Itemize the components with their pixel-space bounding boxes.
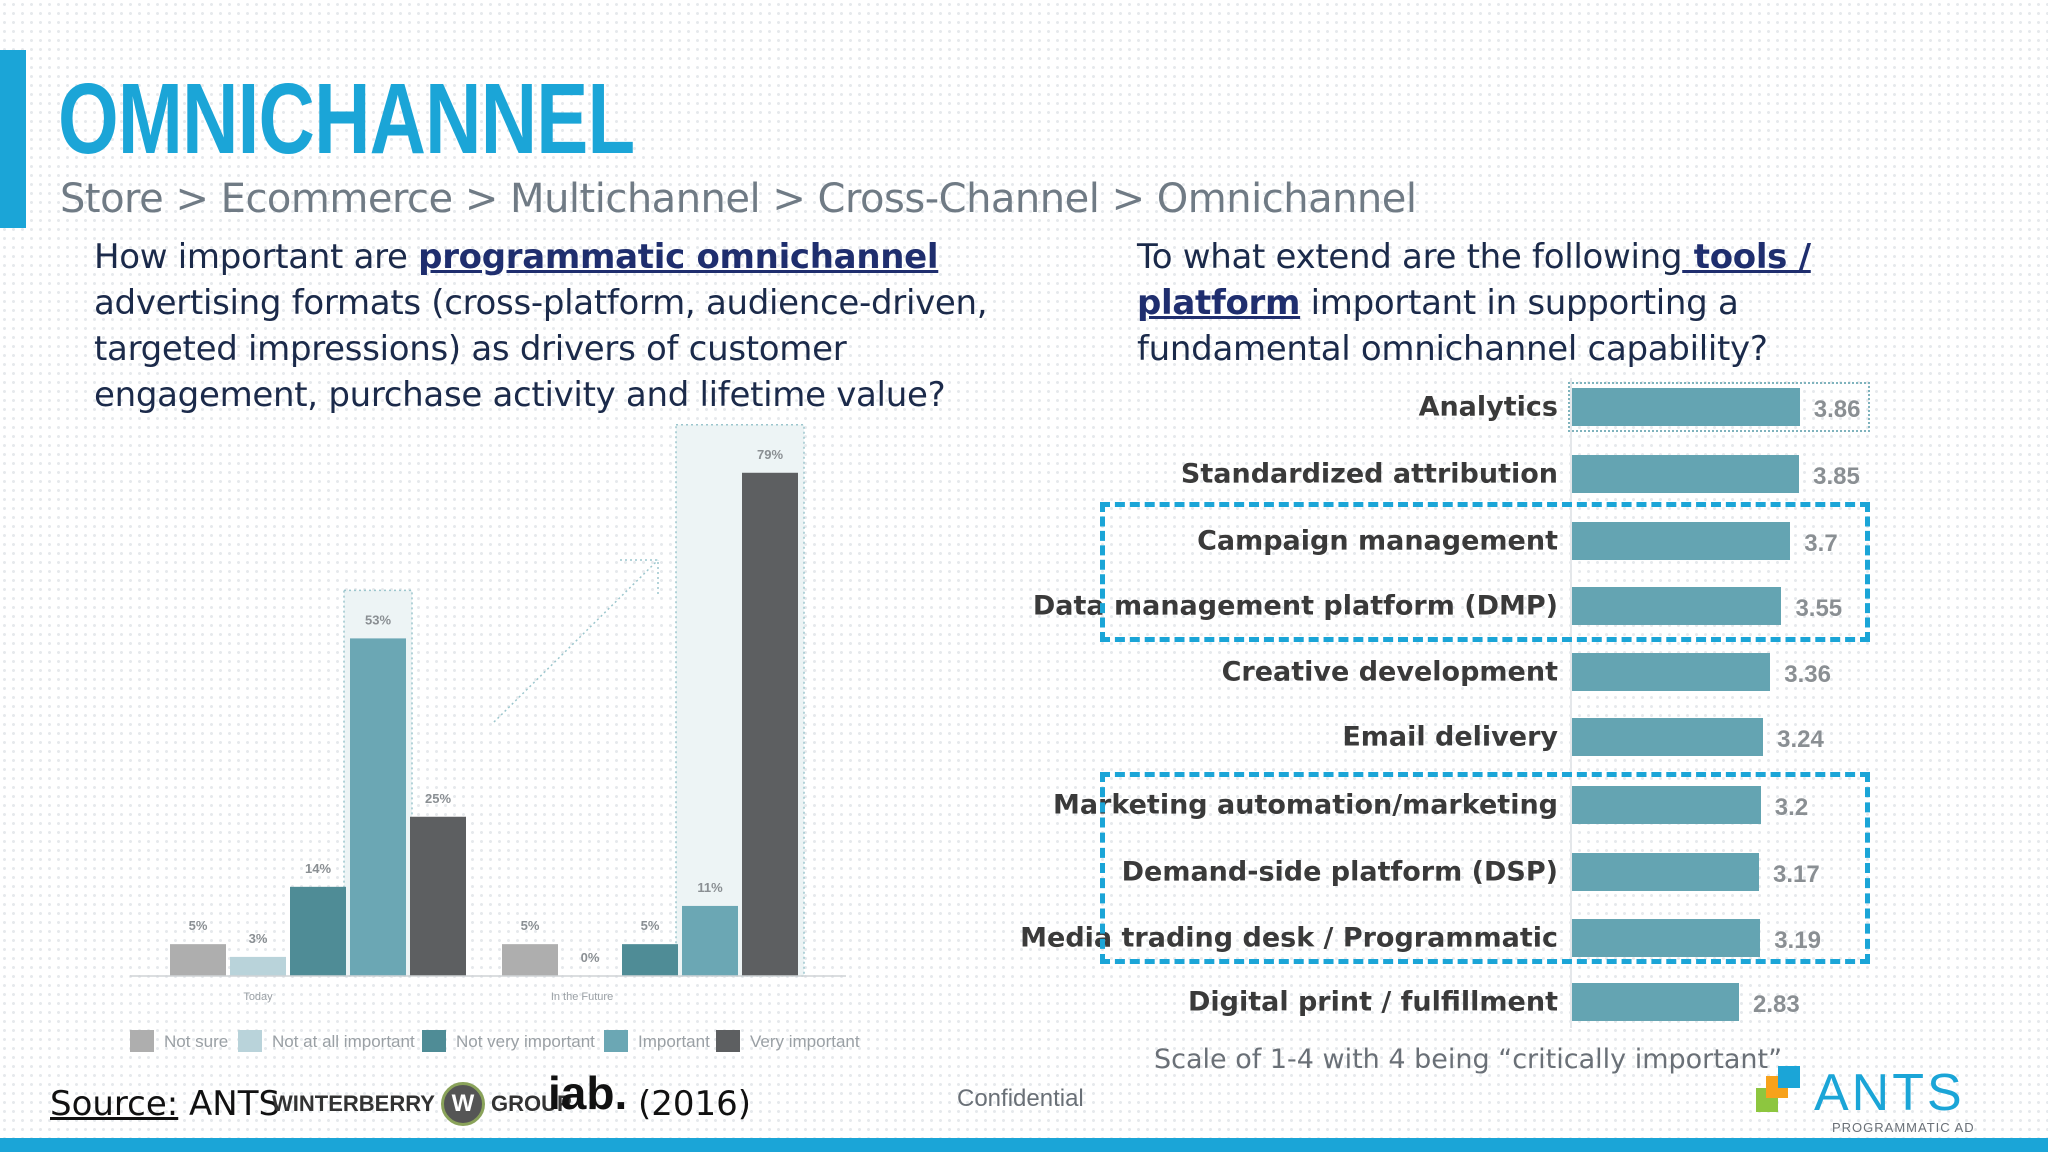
category-label: Standardized attribution <box>1180 458 1558 490</box>
bar-not-very-important <box>290 886 346 976</box>
category-label: Marketing automation/marketing <box>1052 789 1558 821</box>
bar-data-label: 11% <box>697 880 723 895</box>
tool-bar <box>1572 587 1782 625</box>
category-label: Media trading desk / Programmatic <box>1020 922 1558 954</box>
bar-not-sure <box>170 944 226 976</box>
tool-bar <box>1572 919 1761 957</box>
right-question-post: important in supporting a fundamental om… <box>1137 283 1768 369</box>
legend-swatch <box>238 1030 262 1052</box>
bar-data-label: 5% <box>521 918 540 933</box>
bar-value-label: 3.7 <box>1804 530 1838 557</box>
ants-logo-word: ANTS <box>1814 1064 1965 1122</box>
ants-logo-tagline: PROGRAMMATIC AD <box>1832 1120 1975 1135</box>
tool-bar <box>1572 786 1761 824</box>
tool-bar <box>1572 718 1764 756</box>
bar-not-at-all-important <box>230 956 286 976</box>
bar-value-label: 3.36 <box>1784 661 1831 688</box>
category-label: Analytics <box>1418 391 1558 423</box>
bar-not-sure <box>502 944 558 976</box>
legend-swatch <box>422 1030 446 1052</box>
bar-important <box>682 905 738 976</box>
right-question-emphasis: tools / platform <box>1137 237 1811 323</box>
bar-not-very-important <box>622 944 678 976</box>
bar-data-label: 0% <box>581 950 600 965</box>
category-label: Demand-side platform (DSP) <box>1121 856 1558 888</box>
legend-swatch <box>130 1030 154 1052</box>
right-question-pre: To what extend are the following <box>1137 237 1683 277</box>
group-text: GROUP <box>490 1091 572 1116</box>
category-label: Digital print / fulfillment <box>1187 986 1558 1018</box>
bar-value-label: 3.2 <box>1774 794 1809 821</box>
bar-value-label: 2.83 <box>1752 991 1800 1018</box>
category-label: Campaign management <box>1197 525 1558 557</box>
source-year: (2016) <box>638 1084 752 1124</box>
legend-label: Not at all important <box>272 1032 415 1051</box>
tool-bar <box>1572 653 1771 691</box>
analytics-highlight-box <box>1568 382 1870 432</box>
scale-note: Scale of 1-4 with 4 being “critically im… <box>1154 1044 1783 1075</box>
ants-logo: ANTS PROGRAMMATIC AD <box>1756 1064 1975 1135</box>
source-name: ANTS <box>178 1084 281 1124</box>
bar-very-important <box>742 472 798 976</box>
bar-value-label: 3.17 <box>1773 861 1820 888</box>
bar-data-label: 25% <box>425 791 451 806</box>
y-axis-line <box>1570 378 1572 1028</box>
tool-bar <box>1572 983 1739 1021</box>
x-tick-label: In the Future <box>551 991 613 1003</box>
trend-arrow-head <box>620 559 659 596</box>
ants-logo-square-blue <box>1778 1066 1800 1088</box>
bar-value-label: 3.19 <box>1774 927 1821 954</box>
tool-bar <box>1572 388 1800 426</box>
importance-grouped-bar-chart: 5% 5% 3% 0% 14% 5% 53% 11% 25% 79% Today In the Fu… <box>130 424 860 1052</box>
left-question-pre: How important are <box>94 237 419 277</box>
legend-label: Not sure <box>164 1032 228 1051</box>
trend-arrow-line <box>493 559 659 723</box>
bar-data-label: 79% <box>757 447 783 462</box>
bar-data-label: 53% <box>365 612 391 627</box>
winterberry-w-icon: W <box>440 1082 485 1126</box>
legend-swatch <box>716 1030 740 1052</box>
bar-value-label: 3.85 <box>1813 463 1860 490</box>
bar-value-label: 3.86 <box>1813 396 1861 423</box>
title-accent-bar <box>0 50 26 228</box>
category-label: Email delivery <box>1342 721 1558 753</box>
x-tick-label: Today <box>243 991 273 1003</box>
tool-bar <box>1572 522 1791 560</box>
bar-data-label: 3% <box>249 931 268 946</box>
footer-stripe <box>0 1138 2048 1152</box>
source-line: Source: ANTS <box>50 1084 280 1124</box>
bar-data-label: 5% <box>641 918 660 933</box>
bar-very-important <box>410 816 466 976</box>
left-question-post: advertising formats (cross-platform, aud… <box>94 283 988 415</box>
bar-data-label: 5% <box>189 918 208 933</box>
confidential-label: Confidential <box>957 1085 1084 1112</box>
bar-data-label: 14% <box>305 861 331 876</box>
left-question: How important are programmatic omnichann… <box>94 234 994 418</box>
winterberry-text: WINTERBERRY <box>272 1091 435 1116</box>
tool-bar <box>1572 853 1760 891</box>
bar-value-label: 3.24 <box>1777 726 1824 753</box>
tool-bar <box>1572 455 1800 493</box>
legend-label: Not very important <box>456 1032 595 1051</box>
legend-swatch <box>604 1030 628 1052</box>
highlight-box-campaign-dmp <box>1100 502 1870 642</box>
category-label: Creative development <box>1221 656 1558 688</box>
left-question-emphasis: programmatic omnichannel <box>418 237 939 277</box>
legend-label: Important <box>638 1032 710 1051</box>
highlight-box-automation-programmatic <box>1100 772 1870 964</box>
page-title: OMNICHANNEL <box>58 63 635 175</box>
right-question: To what extend are the following tools /… <box>1137 234 1857 372</box>
category-label: Data management platform (DMP) <box>1032 590 1558 622</box>
iab-logo: iab. <box>548 1067 628 1119</box>
breadcrumb: Store > Ecommerce > Multichannel > Cross… <box>60 176 1417 222</box>
legend-label: Very important <box>750 1032 860 1051</box>
bar-value-label: 3.55 <box>1795 595 1843 622</box>
winterberry-group-logo: WINTERBERRY W GROUP <box>272 1078 572 1130</box>
source-label: Source: <box>50 1084 179 1124</box>
bar-important <box>350 638 406 976</box>
